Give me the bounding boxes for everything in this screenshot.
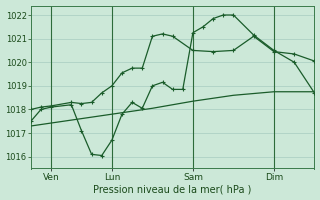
- X-axis label: Pression niveau de la mer( hPa ): Pression niveau de la mer( hPa ): [93, 184, 252, 194]
